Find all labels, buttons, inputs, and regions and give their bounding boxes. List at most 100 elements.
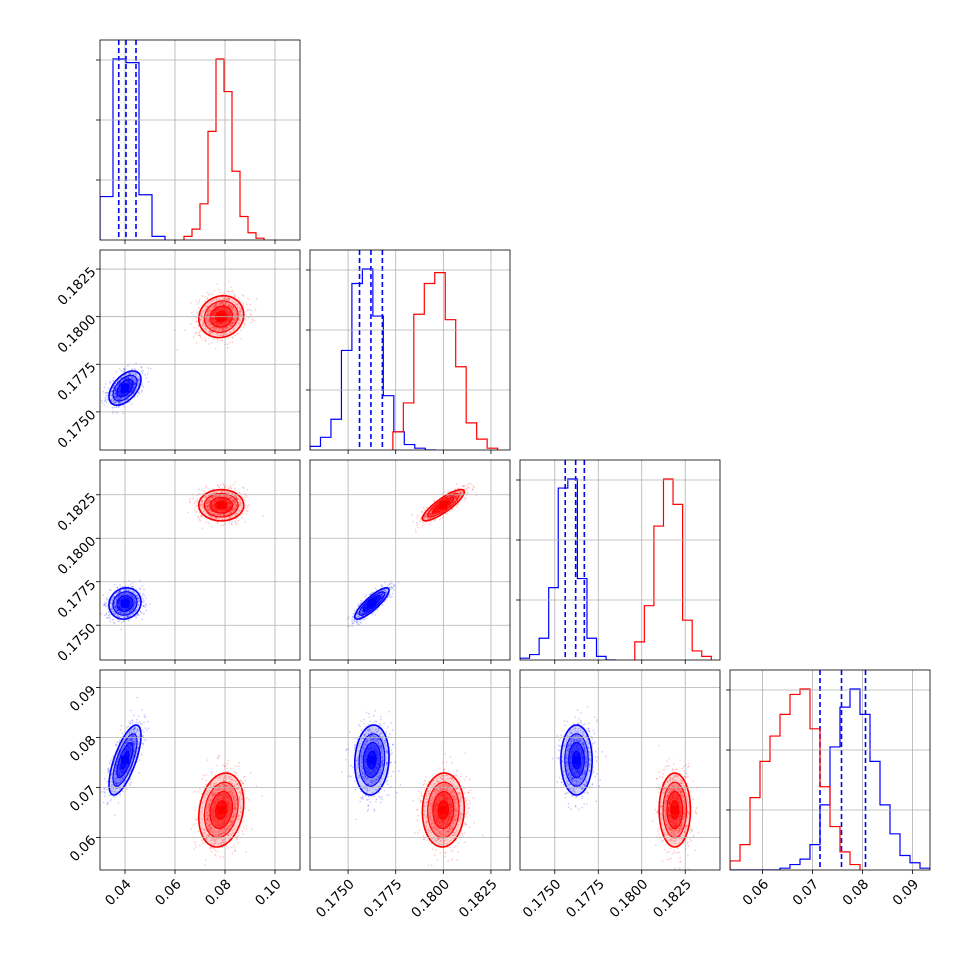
scatter-point — [356, 613, 358, 615]
scatter-point — [391, 595, 393, 598]
scatter-point — [139, 610, 142, 613]
scatter-point — [113, 603, 115, 606]
scatter-point — [134, 382, 137, 384]
scatter-point — [104, 601, 106, 604]
scatter-point — [223, 487, 226, 490]
scatter-point — [114, 400, 116, 403]
scatter-point — [216, 305, 218, 307]
scatter-point — [129, 377, 131, 380]
scatter-point — [140, 367, 143, 369]
scatter-point — [204, 337, 206, 339]
scatter-point — [377, 594, 380, 596]
scatter-point — [360, 603, 362, 605]
scatter-point — [199, 520, 201, 522]
scatter-point — [127, 399, 129, 401]
scatter-point — [230, 325, 232, 328]
scatter-point — [369, 593, 372, 596]
scatter-point — [127, 589, 130, 592]
scatter-point — [139, 592, 141, 594]
scatter-point — [215, 521, 217, 523]
scatter-point — [212, 510, 214, 513]
scatter-point — [123, 405, 125, 407]
scatter-point — [210, 300, 212, 303]
scatter-point — [211, 497, 214, 499]
scatter-point — [116, 383, 119, 386]
scatter-point — [246, 507, 248, 509]
scatter-point — [212, 513, 214, 516]
scatter-point — [204, 300, 206, 302]
scatter-point — [134, 373, 137, 375]
scatter-point — [106, 605, 108, 607]
scatter-point — [120, 594, 123, 596]
scatter-point — [472, 485, 474, 487]
density-peak — [367, 599, 376, 608]
scatter-point — [220, 495, 222, 497]
scatter-point — [223, 299, 226, 302]
scatter-point — [380, 598, 383, 600]
scatter-point — [429, 510, 432, 512]
scatter-point — [207, 314, 209, 317]
scatter-point — [116, 598, 118, 601]
scatter-point — [378, 594, 381, 596]
scatter-point — [431, 512, 433, 514]
scatter-point — [219, 302, 221, 305]
scatter-point — [132, 603, 135, 606]
scatter-point — [438, 502, 440, 505]
scatter-point — [210, 323, 212, 325]
scatter-point — [132, 612, 134, 614]
scatter-point — [203, 317, 205, 319]
scatter-point — [219, 339, 222, 342]
scatter-point — [201, 338, 203, 341]
scatter-point — [380, 589, 382, 592]
scatter-point — [210, 496, 213, 498]
scatter-point — [124, 592, 126, 594]
scatter-point — [135, 387, 137, 389]
scatter-point — [204, 329, 207, 331]
scatter-point — [215, 517, 218, 519]
scatter-point — [136, 597, 139, 600]
scatter-point — [197, 516, 200, 519]
scatter-point — [122, 586, 124, 588]
scatter-point — [207, 496, 209, 498]
scatter-point — [191, 311, 193, 314]
scatter-point — [212, 329, 215, 331]
scatter-point — [134, 599, 136, 601]
scatter-point — [356, 619, 358, 622]
scatter-point — [137, 378, 140, 381]
scatter-point — [235, 517, 237, 520]
scatter-point — [371, 613, 374, 616]
scatter-point — [232, 504, 234, 506]
scatter-point — [208, 319, 210, 321]
scatter-point — [217, 484, 219, 486]
scatter-point — [431, 508, 433, 511]
scatter-point — [131, 377, 133, 379]
density-peak — [121, 384, 129, 393]
scatter-point — [240, 308, 243, 310]
scatter-point — [114, 596, 116, 598]
scatter-point — [246, 309, 249, 311]
scatter-point — [104, 398, 107, 401]
scatter-point — [215, 302, 217, 304]
scatter-point — [245, 504, 247, 506]
scatter-point — [132, 392, 135, 394]
scatter-point — [235, 505, 238, 508]
scatter-point — [144, 374, 147, 376]
scatter-point — [231, 498, 234, 501]
scatter-point — [115, 605, 117, 608]
scatter-point — [232, 341, 234, 344]
scatter-point — [112, 597, 115, 599]
scatter-point — [231, 337, 234, 339]
scatter-point — [424, 519, 427, 521]
scatter-point — [456, 493, 458, 495]
scatter-point — [117, 610, 119, 612]
scatter-point — [120, 595, 122, 597]
scatter-point — [112, 611, 115, 613]
scatter-point — [127, 401, 130, 403]
scatter-point — [235, 503, 237, 506]
scatter-point — [238, 319, 240, 322]
scatter-point — [234, 508, 236, 510]
scatter-point — [117, 379, 119, 381]
scatter-point — [113, 605, 116, 607]
scatter-point — [111, 390, 114, 393]
scatter-point — [116, 384, 118, 386]
